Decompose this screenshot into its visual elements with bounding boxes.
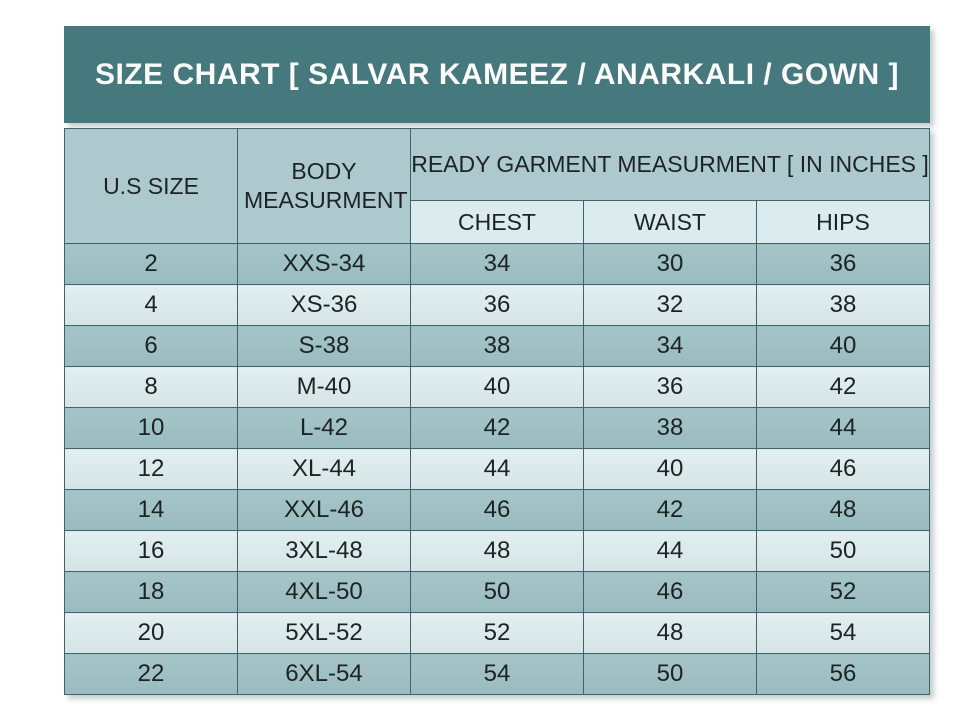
table-cell: 10 xyxy=(64,407,238,449)
column-group-ready-garment: READY GARMENT MEASURMENT [ IN INCHES ] xyxy=(410,128,930,201)
table-cell: 50 xyxy=(583,653,757,695)
table-cell: S-38 xyxy=(237,325,411,367)
table-cell: 52 xyxy=(410,612,584,654)
table-row: 20 5XL-52 52 48 54 xyxy=(64,612,930,654)
table-cell: 18 xyxy=(64,571,238,613)
chart-title-banner: SIZE CHART [ SALVAR KAMEEZ / ANARKALI / … xyxy=(64,26,930,123)
table-cell: 6XL-54 xyxy=(237,653,411,695)
table-cell: 34 xyxy=(583,325,757,367)
table-cell: 48 xyxy=(756,489,930,531)
table-cell: 38 xyxy=(756,284,930,326)
header-row-sub: CHEST WAIST HIPS xyxy=(65,200,930,244)
table-cell: XXS-34 xyxy=(237,243,411,285)
column-header-us-size: U.S SIZE xyxy=(64,128,238,244)
table-cell: 42 xyxy=(410,407,584,449)
table-cell: 5XL-52 xyxy=(237,612,411,654)
header-row-top: U.S SIZE BODY MEASURMENT READY GARMENT M… xyxy=(64,128,930,244)
table-cell: 34 xyxy=(410,243,584,285)
column-header-body-measurement: BODY MEASURMENT xyxy=(237,128,411,244)
table-cell: 46 xyxy=(583,571,757,613)
page-title: SIZE CHART [ SALVAR KAMEEZ / ANARKALI / … xyxy=(94,57,900,91)
column-header-body-measurement-label: BODY MEASURMENT xyxy=(244,158,408,213)
table-row: 6 S-38 38 34 40 xyxy=(64,325,930,367)
table-row: 16 3XL-48 48 44 50 xyxy=(64,530,930,572)
table-cell: 36 xyxy=(410,284,584,326)
table-cell: 42 xyxy=(756,366,930,408)
table-cell: 4XL-50 xyxy=(237,571,411,613)
table-cell: 44 xyxy=(756,407,930,449)
table-cell: 3XL-48 xyxy=(237,530,411,572)
table-cell: 38 xyxy=(583,407,757,449)
table-cell: 16 xyxy=(64,530,238,572)
table-cell: 54 xyxy=(410,653,584,695)
table-cell: L-42 xyxy=(237,407,411,449)
table-cell: 52 xyxy=(756,571,930,613)
table-cell: 50 xyxy=(410,571,584,613)
table-cell: M-40 xyxy=(237,366,411,408)
table-cell: 2 xyxy=(64,243,238,285)
table-cell: 48 xyxy=(410,530,584,572)
column-header-hips: HIPS xyxy=(756,200,930,244)
table-cell: 40 xyxy=(756,325,930,367)
table-row: 22 6XL-54 54 50 56 xyxy=(64,653,930,695)
table-cell: 36 xyxy=(756,243,930,285)
table-cell: 44 xyxy=(410,448,584,490)
table-cell: 22 xyxy=(64,653,238,695)
table-cell: 40 xyxy=(583,448,757,490)
size-rows: 2 XXS-34 34 30 36 4 XS-36 36 32 38 6 S-38 38 34 40 8 M-4… xyxy=(64,243,930,695)
table-cell: 30 xyxy=(583,243,757,285)
table-cell: 36 xyxy=(583,366,757,408)
table-row: 4 XS-36 36 32 38 xyxy=(64,284,930,326)
table-row: 14 XXL-46 46 42 48 xyxy=(64,489,930,531)
table-row: 18 4XL-50 50 46 52 xyxy=(64,571,930,613)
table-cell: XS-36 xyxy=(237,284,411,326)
table-cell: 12 xyxy=(64,448,238,490)
table-cell: 38 xyxy=(410,325,584,367)
table-cell: 20 xyxy=(64,612,238,654)
table-row: 2 XXS-34 34 30 36 xyxy=(64,243,930,285)
table-cell: 8 xyxy=(64,366,238,408)
table-cell: 46 xyxy=(410,489,584,531)
table-row: 10 L-42 42 38 44 xyxy=(64,407,930,449)
column-header-chest: CHEST xyxy=(410,200,584,244)
table-row: 8 M-40 40 36 42 xyxy=(64,366,930,408)
table-cell: 48 xyxy=(583,612,757,654)
table-cell: 6 xyxy=(64,325,238,367)
table-cell: 42 xyxy=(583,489,757,531)
table-row: 12 XL-44 44 40 46 xyxy=(64,448,930,490)
table-cell: 46 xyxy=(756,448,930,490)
table-cell: 54 xyxy=(756,612,930,654)
size-chart-panel: SIZE CHART [ SALVAR KAMEEZ / ANARKALI / … xyxy=(64,26,930,695)
table-cell: 50 xyxy=(756,530,930,572)
table-cell: 14 xyxy=(64,489,238,531)
size-chart-table: U.S SIZE BODY MEASURMENT READY GARMENT M… xyxy=(64,128,930,695)
table-cell: 4 xyxy=(64,284,238,326)
table-cell: XL-44 xyxy=(237,448,411,490)
table-header: U.S SIZE BODY MEASURMENT READY GARMENT M… xyxy=(64,128,930,244)
table-cell: XXL-46 xyxy=(237,489,411,531)
table-cell: 56 xyxy=(756,653,930,695)
table-cell: 40 xyxy=(410,366,584,408)
column-header-waist: WAIST xyxy=(583,200,757,244)
table-cell: 32 xyxy=(583,284,757,326)
table-cell: 44 xyxy=(583,530,757,572)
